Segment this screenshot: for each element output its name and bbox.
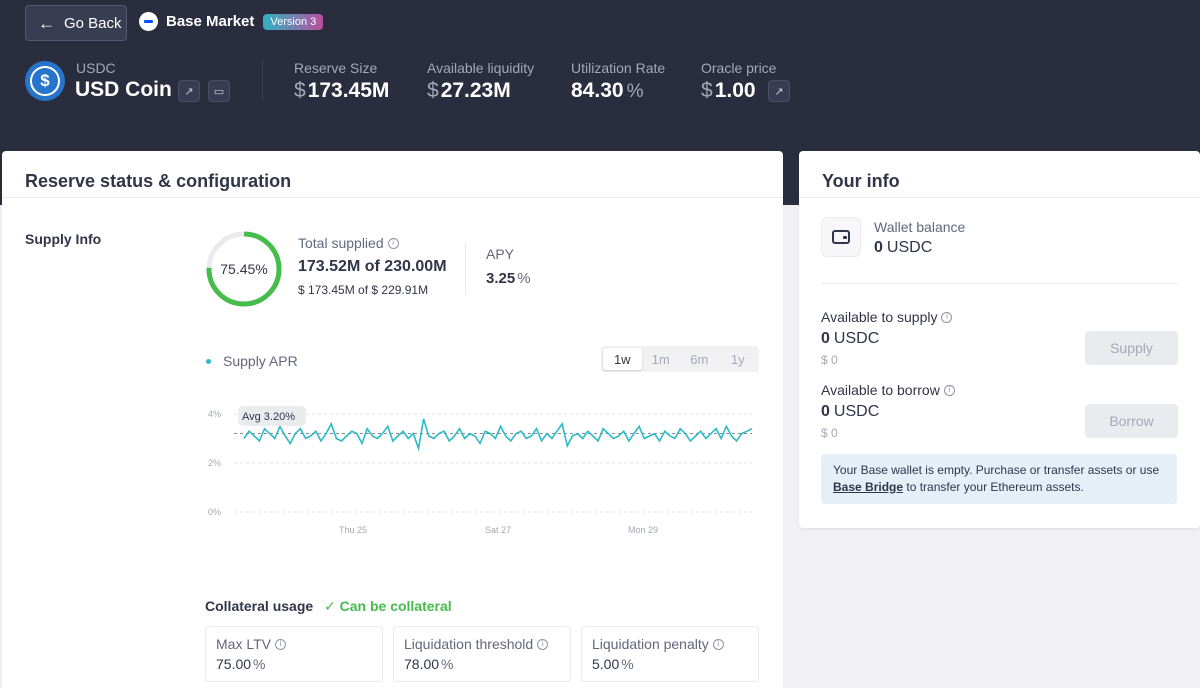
- base-logo-icon: [139, 12, 158, 31]
- x-tick-thu: Thu 25: [339, 525, 367, 535]
- available-supply-usd: $ 0: [821, 353, 838, 367]
- legend-dot: [206, 358, 211, 364]
- supply-apr-chart: 4% 2% 0% Avg 3.20% Thu 25 Sat 27 Mon 29: [208, 406, 753, 535]
- header-divider: [262, 60, 263, 100]
- reserve-panel: Reserve status & configuration Supply In…: [2, 151, 783, 688]
- available-supply-label: Available to supply i: [821, 309, 953, 325]
- panel-divider: [799, 197, 1200, 198]
- go-back-label: Go Back: [64, 14, 122, 32]
- oracle-link-icon[interactable]: ↗: [768, 80, 790, 102]
- market-title: Base Market Version 3: [139, 12, 324, 31]
- supply-divider: [465, 243, 466, 295]
- stat-available-liquidity: Available liquidity $27.23M: [427, 60, 535, 102]
- liquidation-threshold-box: Liquidation threshold i 78.00%: [393, 626, 571, 682]
- empty-wallet-alert: Your Base wallet is empty. Purchase or t…: [821, 454, 1177, 504]
- info-icon[interactable]: i: [274, 638, 286, 650]
- info-icon[interactable]: i: [712, 638, 724, 650]
- info-icon[interactable]: i: [387, 237, 399, 249]
- stat-reserve-size: Reserve Size $173.45M: [294, 60, 390, 102]
- external-link-icon[interactable]: ↗: [178, 80, 200, 102]
- average-label-bg: [238, 406, 306, 426]
- usdc-logo-icon: $: [25, 61, 65, 101]
- info-icon[interactable]: i: [941, 311, 953, 323]
- reserve-title: Reserve status & configuration: [25, 171, 292, 191]
- go-back-button[interactable]: ← Go Back: [25, 5, 127, 41]
- liquidation-penalty-box: Liquidation penalty i 5.00%: [581, 626, 759, 682]
- version-badge: Version 3: [263, 13, 324, 30]
- available-borrow-usd: $ 0: [821, 426, 838, 440]
- average-label: Avg 3.20%: [242, 411, 295, 423]
- supply-donut: [206, 231, 282, 307]
- wallet-add-icon[interactable]: ▭: [208, 80, 230, 102]
- x-tick-sat: Sat 27: [485, 525, 511, 535]
- max-ltv-box: Max LTV i 75.00%: [205, 626, 383, 682]
- market-name: Base Market: [166, 13, 255, 30]
- borrow-button[interactable]: Borrow: [1085, 404, 1178, 438]
- supply-donut-arc: [206, 231, 282, 307]
- info-icon[interactable]: i: [537, 638, 549, 650]
- tab-1w[interactable]: 1w: [603, 348, 642, 370]
- wallet-icon: [821, 217, 861, 257]
- available-supply-value: 0 USDC: [821, 330, 880, 347]
- total-supplied-value: 173.52M of 230.00M: [298, 258, 447, 275]
- stat-utilization-rate: Utilization Rate 84.30%: [571, 60, 666, 102]
- x-tick-mon: Mon 29: [628, 525, 658, 535]
- supply-button[interactable]: Supply: [1085, 331, 1178, 365]
- chart-legend: Supply APR: [206, 353, 298, 369]
- apy-value: 3.25%: [486, 270, 531, 287]
- base-bridge-link[interactable]: Base Bridge: [833, 480, 904, 494]
- supply-info-label: Supply Info: [25, 231, 102, 247]
- stat-oracle-price: Oracle price $1.00: [701, 60, 777, 102]
- y-tick-0: 0%: [208, 507, 221, 517]
- coin-symbol: USDC: [76, 60, 116, 76]
- collateral-status: ✓ Can be collateral: [324, 598, 452, 614]
- y-tick-2: 2%: [208, 458, 221, 468]
- wallet-balance-label: Wallet balance: [874, 219, 966, 235]
- range-tabs: 1w 1m 6m 1y: [601, 346, 759, 372]
- tab-1y[interactable]: 1y: [730, 351, 745, 367]
- available-borrow-label: Available to borrow i: [821, 382, 955, 398]
- supply-apr-series-line: [243, 418, 753, 452]
- available-borrow-value: 0 USDC: [821, 403, 880, 420]
- supplied-percentage: 75.45%: [220, 261, 268, 277]
- info-divider: [821, 283, 1178, 284]
- arrow-left-icon: ←: [38, 13, 55, 33]
- your-info-panel: Your info Wallet balance 0 USDC Available…: [799, 151, 1200, 528]
- your-info-title: Your info: [822, 171, 900, 191]
- collateral-usage-label: Collateral usage: [205, 598, 314, 614]
- tab-6m[interactable]: 6m: [690, 351, 709, 367]
- apy-label: APY: [486, 246, 515, 262]
- tab-1m[interactable]: 1m: [651, 351, 670, 367]
- info-icon[interactable]: i: [943, 384, 955, 396]
- total-supplied-usd: $ 173.45M of $ 229.91M: [298, 283, 429, 297]
- y-tick-4: 4%: [208, 409, 221, 419]
- check-icon: ✓: [324, 598, 336, 614]
- coin-name: USD Coin: [75, 78, 172, 101]
- wallet-balance-value: 0 USDC: [874, 239, 933, 256]
- panel-divider: [2, 197, 783, 198]
- total-supplied-label: Total supplied i: [298, 235, 399, 251]
